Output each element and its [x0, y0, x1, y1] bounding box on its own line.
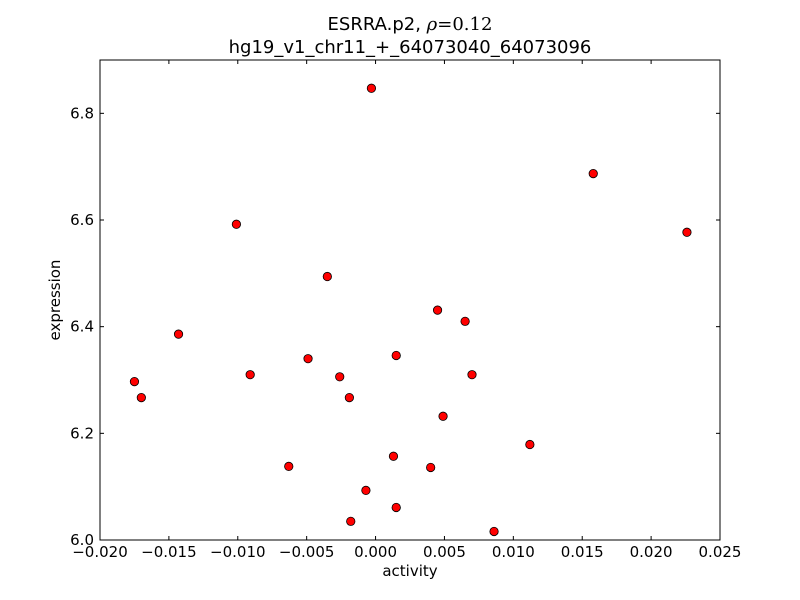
- data-points: [129, 83, 692, 537]
- data-point: [245, 370, 255, 380]
- data-point: [284, 461, 294, 471]
- y-tick-label: 6.4: [70, 318, 94, 336]
- x-tick-label: 0.015: [561, 543, 604, 561]
- data-point: [346, 516, 356, 526]
- x-tick-label: −0.010: [210, 543, 266, 561]
- axis-ticks: −0.020 −0.015 −0.010 −0.005 0.000 0.005 0.010 0…: [70, 60, 741, 561]
- y-tick-label: 6.2: [70, 424, 94, 442]
- data-point: [438, 411, 448, 421]
- y-tick-label: 6.6: [70, 211, 94, 229]
- plot-area: [100, 60, 720, 540]
- x-tick-label: 0.020: [630, 543, 673, 561]
- data-point: [303, 354, 313, 364]
- data-point: [129, 376, 140, 387]
- x-tick-label: 0.010: [492, 543, 535, 561]
- x-tick-label: 0.025: [699, 543, 742, 561]
- data-point: [391, 502, 401, 513]
- data-point: [136, 392, 146, 403]
- data-point: [588, 169, 598, 179]
- data-point: [231, 219, 241, 229]
- y-axis-label: expression: [46, 260, 64, 341]
- x-axis-label: activity: [382, 562, 437, 580]
- data-point: [366, 83, 377, 93]
- data-point: [426, 462, 436, 473]
- x-tick-label: −0.015: [141, 543, 197, 561]
- y-tick-label: 6.8: [70, 104, 94, 122]
- data-point: [388, 451, 399, 461]
- x-tick-label: 0.005: [423, 543, 466, 561]
- chart-title-line2: hg19_v1_chr11_+_64073040_64073096: [229, 37, 592, 58]
- data-point: [335, 372, 345, 382]
- data-point: [460, 316, 470, 326]
- chart-title-line1: ESRRA.p2, ρ=0.12: [328, 14, 493, 35]
- data-point: [344, 392, 354, 403]
- x-tick-label: 0.000: [354, 543, 397, 561]
- x-tick-label: −0.005: [279, 543, 335, 561]
- chart-title-rho-symbol: ρ: [426, 14, 438, 35]
- chart-title-prefix: ESRRA.p2,: [328, 14, 427, 35]
- data-point: [525, 439, 535, 450]
- data-point: [173, 329, 184, 339]
- data-point: [391, 350, 401, 361]
- data-point: [361, 485, 371, 495]
- data-point: [322, 271, 332, 282]
- data-point: [489, 526, 499, 537]
- data-point: [682, 227, 692, 237]
- data-point: [432, 305, 443, 315]
- plot-frame: [99, 59, 721, 541]
- chart-title-rho-value: =0.12: [437, 14, 492, 35]
- y-tick-label: 6.0: [70, 531, 94, 549]
- data-point: [467, 370, 477, 380]
- x-tick-label: −0.020: [72, 543, 128, 561]
